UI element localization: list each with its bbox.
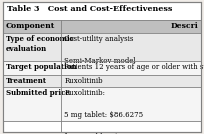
Bar [3, 61, 201, 75]
Text: Component: Component [6, 23, 55, 31]
Text: Target population: Target population [6, 63, 76, 71]
Text: Ruxolitinib: Ruxolitinib [64, 77, 103, 85]
Bar [3, 20, 201, 33]
Bar [3, 87, 201, 121]
Bar [3, 75, 201, 87]
Text: Patients 12 years of age or older with steroid-ref: Patients 12 years of age or older with s… [64, 63, 204, 71]
Bar [3, 33, 201, 61]
Text: Treatment: Treatment [6, 77, 47, 85]
Text: Cost-utility analysis

Semi-Markov model: Cost-utility analysis Semi-Markov model [64, 35, 136, 65]
Text: Table 3   Cost and Cost-Effectiveness: Table 3 Cost and Cost-Effectiveness [7, 5, 172, 13]
Text: Type of economic
evaluation: Type of economic evaluation [6, 35, 74, 53]
Text: Ruxolitinib:

5 mg tablet: $86.6275

10 mg tablet: $97.3775: Ruxolitinib: 5 mg tablet: $86.6275 10 mg… [64, 89, 148, 134]
Text: Descri: Descri [170, 23, 198, 31]
Text: Submitted price: Submitted price [6, 89, 70, 97]
